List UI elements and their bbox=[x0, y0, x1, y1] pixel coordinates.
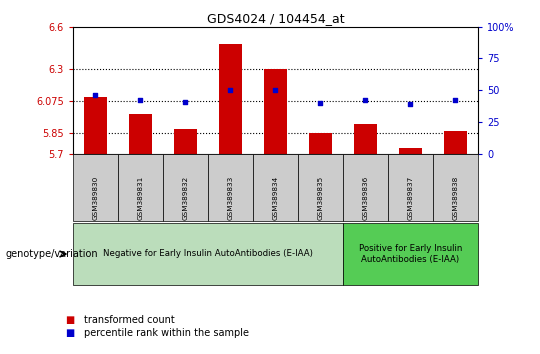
Text: GSM389834: GSM389834 bbox=[272, 176, 279, 220]
Text: ■: ■ bbox=[65, 328, 74, 338]
Text: GSM389837: GSM389837 bbox=[407, 176, 414, 220]
Bar bbox=[219, 44, 242, 154]
Bar bbox=[174, 129, 197, 154]
Point bbox=[406, 102, 415, 107]
Title: GDS4024 / 104454_at: GDS4024 / 104454_at bbox=[207, 12, 344, 25]
Text: transformed count: transformed count bbox=[84, 315, 174, 325]
Point bbox=[226, 87, 235, 93]
Bar bbox=[399, 148, 422, 154]
Point bbox=[136, 98, 145, 103]
Text: Positive for Early Insulin
AutoAntibodies (E-IAA): Positive for Early Insulin AutoAntibodie… bbox=[359, 244, 462, 264]
Text: GSM389833: GSM389833 bbox=[227, 176, 233, 220]
Point bbox=[361, 98, 370, 103]
Text: ■: ■ bbox=[65, 315, 74, 325]
Text: genotype/variation: genotype/variation bbox=[5, 249, 98, 259]
Bar bbox=[264, 69, 287, 154]
Text: GSM389835: GSM389835 bbox=[318, 176, 323, 220]
Text: GSM389830: GSM389830 bbox=[92, 176, 98, 220]
Text: GSM389832: GSM389832 bbox=[183, 176, 188, 220]
Text: GSM389831: GSM389831 bbox=[137, 176, 144, 220]
Text: Negative for Early Insulin AutoAntibodies (E-IAA): Negative for Early Insulin AutoAntibodie… bbox=[103, 250, 313, 258]
Point bbox=[91, 92, 100, 98]
Point bbox=[451, 98, 460, 103]
Text: GSM389836: GSM389836 bbox=[362, 176, 368, 220]
Bar bbox=[444, 131, 467, 154]
Point bbox=[316, 100, 325, 106]
Point bbox=[181, 99, 190, 104]
Text: GSM389838: GSM389838 bbox=[453, 176, 458, 220]
Bar bbox=[309, 133, 332, 154]
Bar bbox=[354, 124, 377, 154]
Bar bbox=[84, 97, 107, 154]
Bar bbox=[129, 114, 152, 154]
Text: percentile rank within the sample: percentile rank within the sample bbox=[84, 328, 249, 338]
Point bbox=[271, 87, 280, 93]
